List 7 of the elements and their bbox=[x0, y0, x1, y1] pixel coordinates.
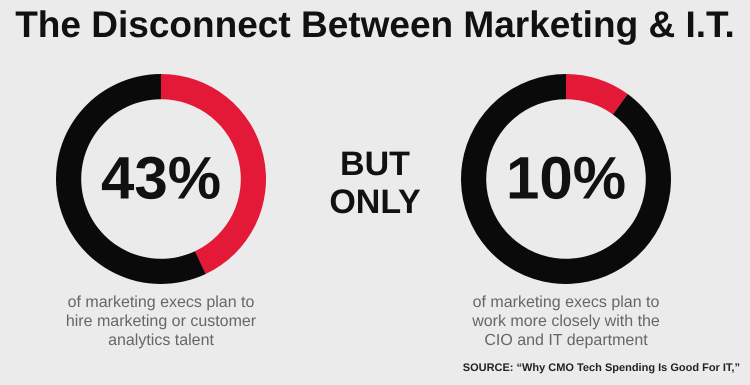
text: of marketing execs plan to work more closely with the CIO and IT department bbox=[471, 293, 661, 350]
text: of marketing execs plan to hire marketing or customer analytics talent bbox=[64, 293, 258, 350]
text: The Disconnect Between Marketing & I.T. bbox=[14, 4, 736, 46]
data-label: 10% bbox=[506, 144, 626, 212]
source-note: SOURCE: “Why CMO Tech Spending Is Good For IT,” bbox=[462, 362, 740, 374]
text: BUT ONLY bbox=[328, 145, 422, 221]
data-label: 43% bbox=[100, 144, 222, 212]
